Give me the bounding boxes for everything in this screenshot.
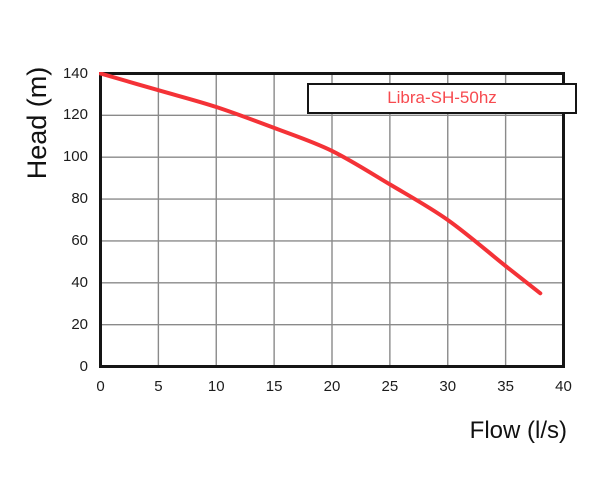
plot-frame	[99, 72, 565, 368]
x-tick-label: 40	[555, 378, 572, 395]
y-tick-label: 60	[71, 231, 88, 249]
x-tick-label: 10	[207, 378, 225, 395]
x-tick-label: 15	[265, 378, 283, 395]
y-tick-label: 0	[79, 357, 88, 375]
legend: Libra-SH-50hz	[307, 83, 577, 114]
y-tick-label: 140	[62, 64, 88, 82]
x-tick-label: 0	[96, 378, 105, 395]
x-tick-label: 35	[497, 378, 514, 395]
y-tick-label: 120	[62, 106, 88, 124]
x-tick-label: 5	[154, 378, 163, 395]
x-axis-title: Flow (l/s)	[469, 417, 567, 444]
plot-area	[99, 72, 565, 368]
y-tick-label: 20	[71, 315, 88, 333]
x-tick-label: 25	[381, 378, 399, 395]
legend-series-label: Libra-SH-50hz	[387, 88, 497, 107]
y-tick-label: 40	[71, 273, 88, 291]
y-tick-label: 100	[62, 148, 88, 166]
y-tick-label: 80	[71, 190, 88, 208]
pump-curve	[99, 72, 543, 296]
x-tick-label: 30	[439, 378, 457, 395]
x-tick-label: 20	[323, 378, 341, 395]
